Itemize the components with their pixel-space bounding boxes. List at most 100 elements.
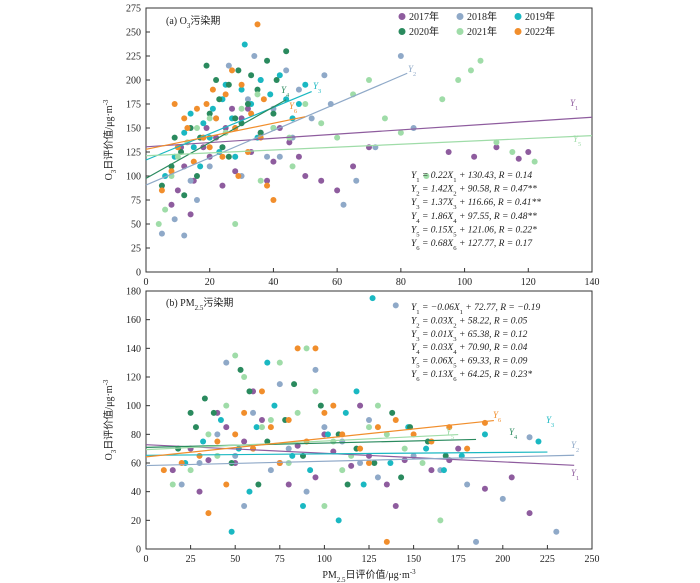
data-point [241,438,248,445]
data-point [260,96,267,103]
data-point [246,488,253,495]
data-point [383,481,390,488]
data-point [303,488,310,495]
panel-b-pm25-pollution-period: 0 25 50 75 100 125 150 175 200 225 250 0 20 40 60 80 100… [102,287,600,583]
data-point [232,452,239,459]
data-point [526,510,533,517]
data-point [508,474,515,481]
data-point [246,388,253,395]
data-point [428,467,435,474]
data-point [455,77,462,83]
data-point [410,125,417,131]
data-point [428,438,435,445]
data-point [209,105,216,112]
legend-label-2022年: 2022年 [525,25,555,38]
x-tick-label-b: 200 [495,554,510,565]
fit-line-label-Y5: Y5 [573,134,581,148]
legend-label-2018年: 2018年 [467,10,497,23]
data-point [225,153,232,160]
data-point [235,67,242,74]
data-point [267,417,274,423]
legend-marker-2022年 [514,28,522,35]
fit-line-label-Y2: Y2 [571,440,579,454]
data-point [330,448,337,455]
data-point [264,57,271,64]
data-point [241,41,248,48]
data-point [371,460,378,466]
legend-marker-2020年 [398,28,406,35]
data-point [535,438,542,445]
panel-title-b: (b) PM2.5污染期 [166,296,233,312]
data-point [201,395,208,402]
legend-marker-2021年 [456,28,464,35]
data-point [509,149,516,155]
data-point [330,438,337,445]
data-point [181,129,188,136]
data-point [232,115,239,122]
data-point [187,409,194,416]
data-point [264,177,271,184]
data-point [169,467,176,474]
y-tick-label-b: 80 [131,430,141,441]
data-point [348,462,355,469]
data-point [216,96,223,103]
panel-a-o3-pollution-period: 0 20 40 60 80 100 120 140 0 25 50 75 100 125 150 175 200… [102,4,600,289]
data-point [206,115,213,122]
data-point [357,445,364,452]
data-point [321,503,328,509]
y-tick-label-a: 175 [126,100,141,111]
data-point [171,216,178,223]
data-point [440,467,447,474]
data-point [232,153,239,160]
data-point [193,125,200,131]
fit-line-label-Y4: Y4 [509,427,518,441]
regression-equation: Y3 = 0.01X3 + 65.38, R = 0.12 [411,330,528,343]
y-tick-label-a: 75 [131,196,141,207]
data-point [342,409,349,416]
data-point [210,409,217,416]
data-point [248,72,255,79]
data-point [238,81,245,88]
x-tick-label-b: 125 [362,554,377,565]
data-point [276,460,283,466]
data-point [187,211,194,218]
x-tick-label-b: 75 [275,554,285,565]
data-point [155,221,162,227]
fit-line-Y5 [145,433,459,451]
data-point [302,173,309,179]
fit-line-Y5 [145,135,593,157]
panel-title-a: (a) O3污染期 [166,14,220,30]
y-tick-label-a: 100 [126,172,141,183]
x-tick-label-a: 100 [457,277,472,288]
regression-equation: Y4 = 0.03X4 + 70.90, R = 0.04 [411,343,528,356]
data-point [334,187,341,194]
data-point [312,366,319,373]
data-point [213,115,220,122]
data-point [340,201,347,208]
data-point [312,345,319,352]
data-point [276,72,283,79]
legend-label-2021年: 2021年 [467,25,497,38]
data-point [181,232,188,239]
legend-label-2019年: 2019年 [525,10,555,23]
regression-equation: Y6 = 0.13X6 + 64.25, R = 0.23* [411,370,532,383]
legend: 2017年 2018年 2019年 2020年 2021年 2022年 [398,10,555,38]
data-point [241,409,248,416]
data-point [229,67,236,74]
data-point [366,460,372,466]
x-tick-label-a: 120 [521,277,536,288]
fit-line-Y4 [145,99,287,179]
regression-equation: Y5 = 0.15X5 + 121.06, R = 0.22* [411,225,537,238]
data-point [244,101,251,107]
data-point [223,424,230,431]
data-point [423,445,430,452]
data-point [283,48,290,55]
regression-equation: Y2 = 0.03X2 + 58.22, R = 0.05 [411,316,528,329]
data-point [206,144,213,151]
data-point [366,77,372,83]
data-point [158,182,165,189]
data-point [350,163,357,170]
data-point [553,528,560,535]
data-point [353,388,360,395]
